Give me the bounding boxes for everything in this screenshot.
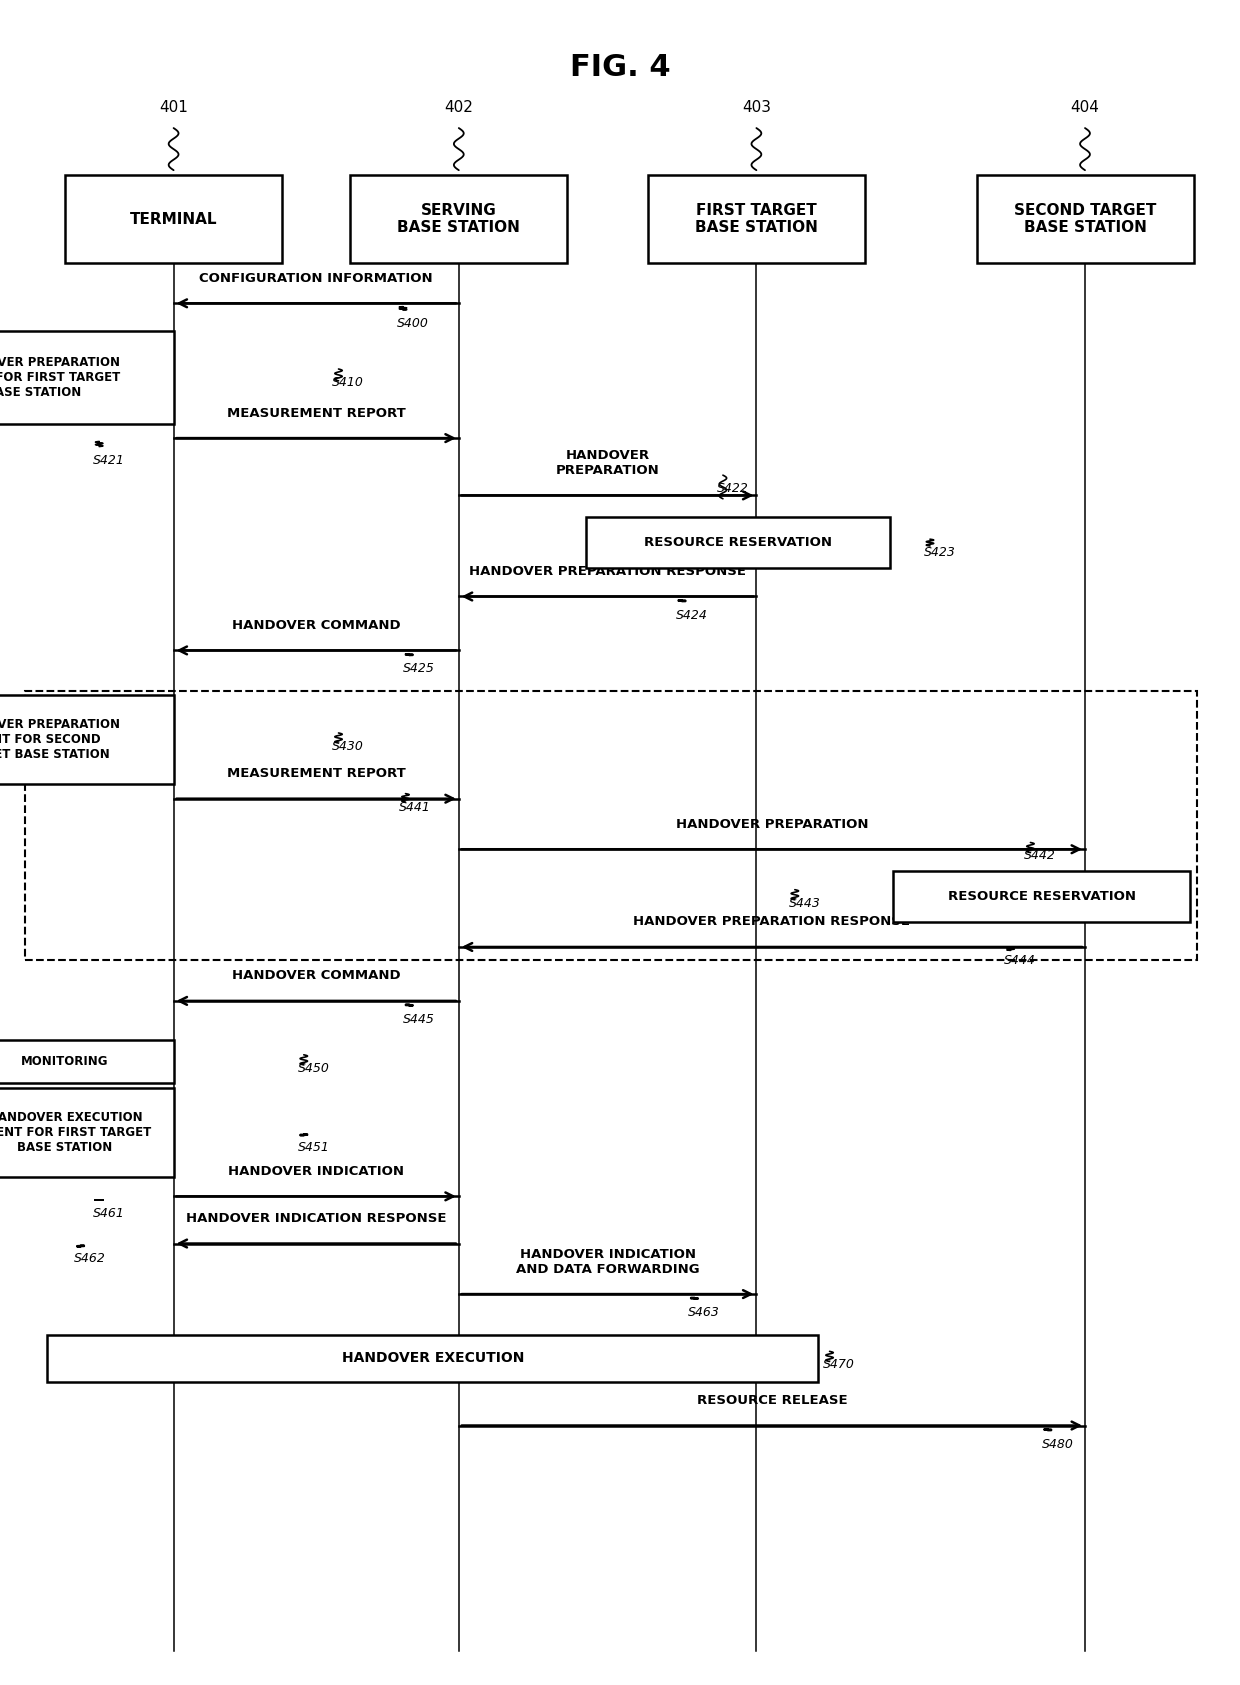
Text: RESOURCE RESERVATION: RESOURCE RESERVATION <box>644 536 832 549</box>
Bar <box>585 517 890 568</box>
Text: HANDOVER INDICATION RESPONSE: HANDOVER INDICATION RESPONSE <box>186 1212 446 1225</box>
Text: HANDOVER EXECUTION
EVENT FOR FIRST TARGET
BASE STATION: HANDOVER EXECUTION EVENT FOR FIRST TARGE… <box>0 1110 151 1154</box>
Text: MEASUREMENT REPORT: MEASUREMENT REPORT <box>227 767 405 780</box>
Text: HANDOVER INDICATION: HANDOVER INDICATION <box>228 1164 404 1178</box>
Text: S445: S445 <box>403 1013 435 1026</box>
Text: MONITORING: MONITORING <box>21 1055 109 1068</box>
Text: 404: 404 <box>1070 101 1100 115</box>
Text: 403: 403 <box>742 101 771 115</box>
Text: FIG. 4: FIG. 4 <box>569 52 671 83</box>
Bar <box>66 175 283 263</box>
Text: S421: S421 <box>93 453 125 467</box>
Text: S425: S425 <box>403 662 435 676</box>
Text: S400: S400 <box>397 317 429 330</box>
Text: HANDOVER EXECUTION: HANDOVER EXECUTION <box>341 1351 525 1365</box>
Text: SECOND TARGET
BASE STATION: SECOND TARGET BASE STATION <box>1014 202 1156 236</box>
Text: 402: 402 <box>444 101 474 115</box>
Bar <box>25 691 1197 960</box>
Text: S463: S463 <box>688 1306 720 1319</box>
Text: S442: S442 <box>1024 849 1056 863</box>
Text: HANDOVER PREPARATION RESPONSE: HANDOVER PREPARATION RESPONSE <box>634 915 910 928</box>
Bar <box>0 694 174 784</box>
Text: 401: 401 <box>159 101 188 115</box>
Text: TERMINAL: TERMINAL <box>130 212 217 226</box>
Text: S423: S423 <box>924 546 956 559</box>
Text: S444: S444 <box>1004 954 1037 967</box>
Text: FIRST TARGET
BASE STATION: FIRST TARGET BASE STATION <box>694 202 818 236</box>
Text: HANDOVER
PREPARATION: HANDOVER PREPARATION <box>556 448 660 477</box>
Text: HANDOVER PREPARATION
EVENT FOR FIRST TARGET
BASE STATION: HANDOVER PREPARATION EVENT FOR FIRST TAR… <box>0 356 120 399</box>
Text: HANDOVER PREPARATION RESPONSE: HANDOVER PREPARATION RESPONSE <box>469 564 746 578</box>
Text: S461: S461 <box>93 1206 125 1220</box>
Text: S410: S410 <box>332 376 365 389</box>
Text: RESOURCE RELEASE: RESOURCE RELEASE <box>697 1393 847 1407</box>
Text: HANDOVER COMMAND: HANDOVER COMMAND <box>232 969 401 982</box>
Text: MEASUREMENT REPORT: MEASUREMENT REPORT <box>227 406 405 420</box>
Text: S462: S462 <box>74 1252 107 1265</box>
Bar <box>0 1040 174 1083</box>
Text: HANDOVER INDICATION
AND DATA FORWARDING: HANDOVER INDICATION AND DATA FORWARDING <box>516 1247 699 1276</box>
Bar <box>0 330 174 423</box>
Text: S443: S443 <box>789 896 821 910</box>
Text: S451: S451 <box>298 1141 330 1154</box>
Text: HANDOVER PREPARATION: HANDOVER PREPARATION <box>676 817 868 831</box>
Text: S470: S470 <box>823 1358 856 1372</box>
Text: HANDOVER COMMAND: HANDOVER COMMAND <box>232 618 401 632</box>
Text: S424: S424 <box>676 608 708 622</box>
Bar <box>647 175 866 263</box>
Text: S450: S450 <box>298 1062 330 1075</box>
Bar <box>0 1089 174 1178</box>
Text: S422: S422 <box>717 482 749 495</box>
Bar <box>977 175 1193 263</box>
Bar <box>47 1335 818 1382</box>
Text: S430: S430 <box>332 740 365 753</box>
Text: CONFIGURATION INFORMATION: CONFIGURATION INFORMATION <box>200 271 433 285</box>
Text: RESOURCE RESERVATION: RESOURCE RESERVATION <box>947 890 1136 903</box>
Bar <box>350 175 567 263</box>
Text: S480: S480 <box>1042 1437 1074 1451</box>
Text: SERVING
BASE STATION: SERVING BASE STATION <box>397 202 521 236</box>
Text: HANDOVER PREPARATION
EVENT FOR SECOND
TARGET BASE STATION: HANDOVER PREPARATION EVENT FOR SECOND TA… <box>0 718 119 762</box>
Text: S441: S441 <box>399 800 432 814</box>
Bar <box>893 871 1190 922</box>
